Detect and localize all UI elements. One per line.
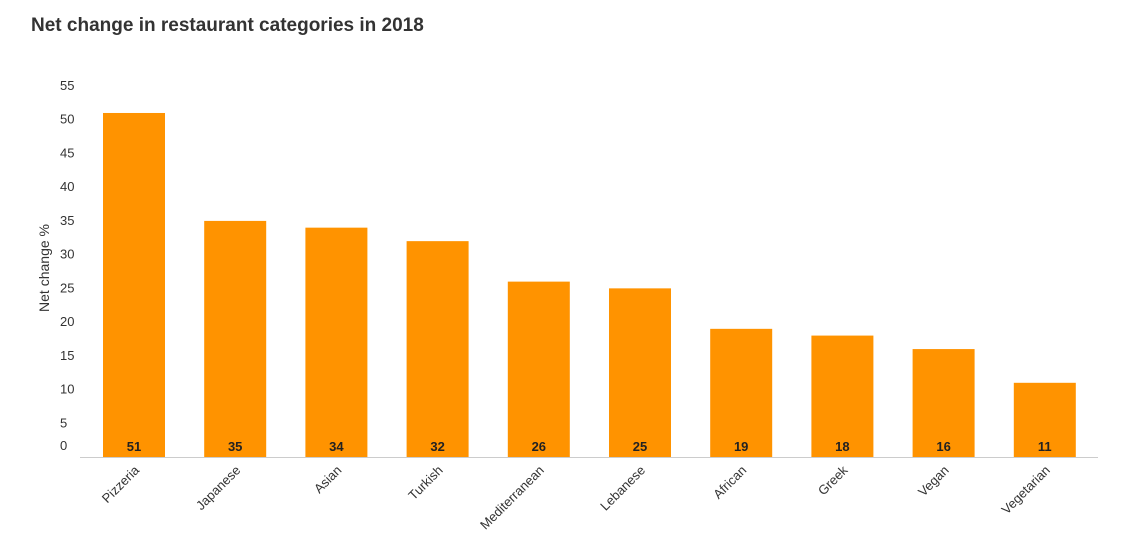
data-label-vegan: 16: [936, 439, 950, 454]
data-label-pizzeria: 51: [127, 439, 141, 454]
y-tick-label: 5: [60, 415, 67, 430]
x-tick-label-pizzeria: Pizzeria: [99, 462, 143, 506]
bar-japanese: [204, 220, 267, 457]
data-label-japanese: 35: [228, 439, 242, 454]
x-tick-label-vegan: Vegan: [915, 463, 952, 500]
data-label-mediterranean: 26: [532, 439, 546, 454]
bar-vegan: [912, 349, 975, 457]
y-tick-label: 35: [60, 213, 74, 228]
y-axis-title: Net change %: [36, 224, 52, 312]
data-label-asian: 34: [329, 439, 344, 454]
bar-turkish: [406, 241, 469, 457]
y-tick-label: 40: [60, 179, 74, 194]
category-labels-group: Pizzeria Japanese Asian Turkish Mediterranea…: [99, 462, 1053, 532]
y-tick-label: 50: [60, 112, 74, 127]
data-label-vegetarian: 11: [1038, 439, 1052, 454]
y-tick-label: 25: [60, 280, 74, 295]
x-tick-label-asian: Asian: [311, 463, 345, 497]
bars-group: [103, 112, 1076, 458]
y-tick-label: 20: [60, 314, 74, 329]
bar-asian: [305, 227, 368, 457]
data-label-greek: 18: [835, 439, 849, 454]
y-axis-ticks: 0 5 10 15 20 25 30 35 40 45 50 55: [60, 78, 74, 453]
x-tick-label-mediterranean: Mediterranean: [477, 463, 547, 533]
bar-vegetarian: [1013, 382, 1076, 457]
bar-lebanese: [609, 288, 671, 457]
x-tick-label-african: African: [710, 463, 749, 502]
chart-title: Net change in restaurant categories in 2…: [31, 15, 424, 36]
y-tick-label: 10: [60, 382, 74, 397]
bar-mediterranean: [507, 281, 570, 457]
y-tick-label: 45: [60, 145, 74, 160]
data-label-lebanese: 25: [633, 439, 647, 454]
x-tick-label-lebanese: Lebanese: [597, 463, 648, 514]
data-label-turkish: 32: [430, 439, 444, 454]
x-tick-label-greek: Greek: [815, 462, 851, 498]
x-tick-label-vegetarian: Vegetarian: [998, 463, 1053, 518]
bar-greek: [811, 335, 874, 457]
bar-pizzeria: [103, 112, 165, 458]
data-label-african: 19: [734, 439, 748, 454]
y-tick-label: 0: [60, 438, 67, 453]
x-tick-label-turkish: Turkish: [405, 463, 445, 503]
bar-african: [710, 328, 773, 457]
x-tick-label-japanese: Japanese: [193, 463, 243, 513]
y-tick-label: 15: [60, 348, 74, 363]
y-tick-label: 55: [60, 78, 74, 93]
value-labels-group: 51 35 34 32 26 25 19 18 16 11: [127, 439, 1052, 454]
y-tick-label: 30: [60, 247, 74, 262]
